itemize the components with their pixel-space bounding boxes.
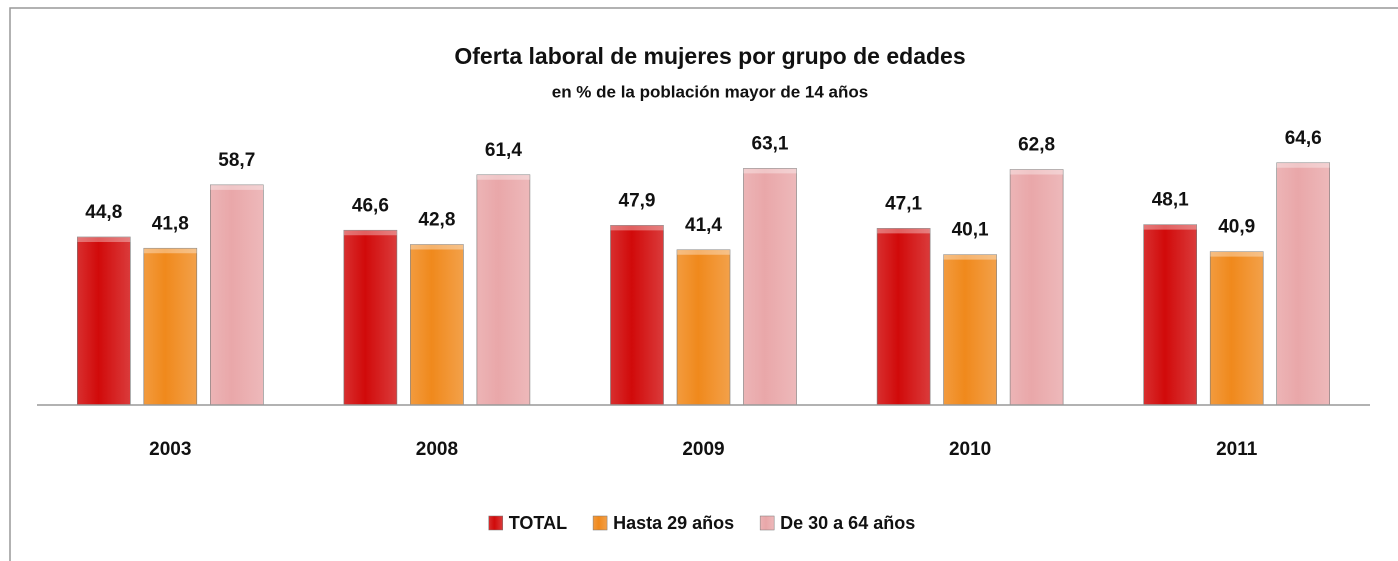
value-label: 40,9 (1218, 217, 1255, 238)
bar-cap (476, 174, 530, 180)
bar (1009, 169, 1064, 406)
bar (1276, 162, 1330, 406)
value-label: 64,6 (1285, 128, 1322, 149)
bar-cap (1143, 224, 1197, 230)
chart-title: Oferta laboral de mujeres por grupo de e… (454, 43, 965, 69)
bar (410, 244, 464, 406)
bar (676, 249, 731, 406)
x-tick-label: 2011 (1216, 439, 1258, 460)
legend-marker (592, 515, 608, 531)
value-label: 42,8 (418, 210, 455, 231)
bar-cap (610, 225, 664, 231)
bar-cap (77, 237, 131, 242)
bar-cap (743, 168, 797, 174)
value-label: 63,1 (752, 133, 789, 154)
bar-cap (410, 244, 464, 250)
value-label: 40,1 (952, 220, 989, 241)
bar-cap (1210, 251, 1264, 257)
chart-subtitle: en % de la población mayor de 14 años (552, 82, 868, 101)
value-label: 47,1 (885, 193, 922, 214)
value-label: 61,4 (485, 140, 522, 161)
x-tick-label: 2008 (416, 439, 458, 460)
bar (143, 247, 198, 406)
bar-cap (1276, 162, 1330, 168)
bar (1143, 224, 1197, 406)
bar (876, 228, 931, 406)
bar (210, 184, 264, 406)
bar-cap (677, 249, 730, 255)
legend-label: Hasta 29 años (613, 513, 734, 533)
legend-marker (759, 515, 775, 531)
bar (476, 174, 531, 406)
value-label: 58,7 (218, 150, 255, 171)
x-tick-label: 2003 (149, 439, 191, 460)
value-label: 41,8 (152, 213, 189, 234)
legend-label: De 30 a 64 años (780, 513, 915, 533)
value-label: 44,8 (85, 202, 122, 223)
bar (743, 168, 797, 406)
bar-cap (143, 248, 197, 254)
legend-marker (488, 515, 504, 531)
value-label: 47,9 (619, 190, 656, 211)
bar (610, 225, 664, 406)
bar-cap (877, 228, 931, 234)
bar (77, 236, 131, 406)
value-label: 41,4 (685, 215, 722, 236)
bar-cap (943, 254, 997, 260)
bar-cap (1010, 169, 1064, 175)
value-label: 48,1 (1152, 190, 1189, 211)
bar-cap (343, 230, 397, 236)
x-tick-label: 2009 (682, 439, 724, 460)
value-label: 46,6 (352, 195, 389, 216)
bar-cap (210, 184, 264, 190)
value-label: 62,8 (1018, 135, 1055, 156)
bar (943, 254, 997, 406)
x-tick-label: 2010 (949, 439, 991, 460)
bar (343, 229, 398, 406)
bar (1209, 251, 1264, 406)
legend-label: TOTAL (509, 513, 567, 533)
